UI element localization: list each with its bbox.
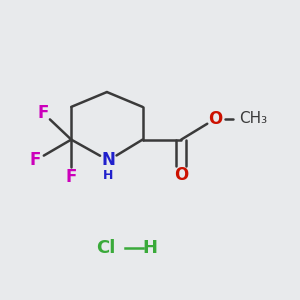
- Text: Cl: Cl: [96, 239, 115, 257]
- Text: F: F: [65, 168, 77, 186]
- Text: CH₃: CH₃: [239, 111, 267, 126]
- Text: F: F: [37, 104, 49, 122]
- Text: O: O: [174, 166, 188, 184]
- Text: F: F: [30, 152, 41, 169]
- Text: O: O: [208, 110, 223, 128]
- Text: N: N: [101, 152, 115, 169]
- Text: H: H: [142, 239, 158, 257]
- Text: H: H: [103, 169, 114, 182]
